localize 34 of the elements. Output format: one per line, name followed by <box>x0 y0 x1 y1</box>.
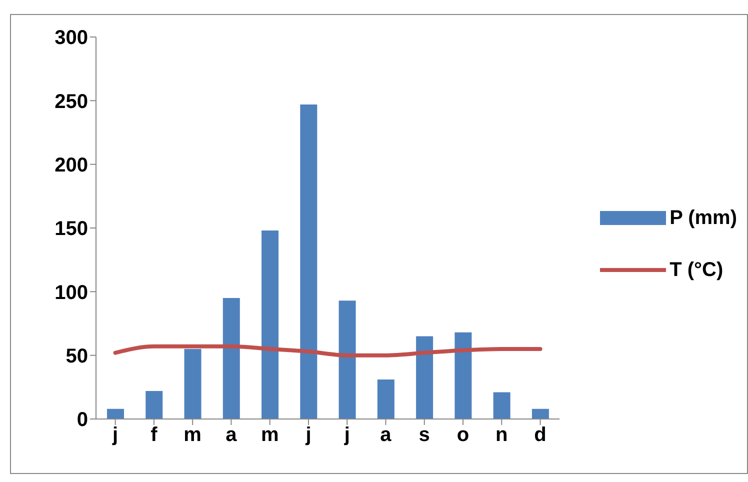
y-tick-label: 100 <box>54 282 88 304</box>
x-tick-label: j <box>304 424 312 446</box>
x-tick-label: j <box>112 424 118 446</box>
bar <box>184 348 202 419</box>
bar <box>454 332 472 419</box>
bar <box>222 298 240 419</box>
x-tick-label: d <box>534 424 546 446</box>
x-tick-label: n <box>496 424 508 446</box>
x-tick-label: o <box>456 424 470 446</box>
bar <box>146 390 163 419</box>
bar <box>377 380 394 419</box>
y-tick-label: 50 <box>66 345 88 368</box>
y-tick-label: 250 <box>54 90 88 113</box>
bar <box>338 300 356 419</box>
bar <box>300 104 318 419</box>
y-tick-label: 200 <box>54 154 88 176</box>
bar <box>416 336 434 419</box>
y-tick-label: 0 <box>76 409 88 432</box>
x-tick-label: s <box>418 424 430 446</box>
x-tick-label: j <box>343 424 350 446</box>
bar <box>107 408 124 419</box>
bar <box>532 408 549 419</box>
y-tick-label: 150 <box>54 218 88 240</box>
x-tick-label: m <box>260 424 279 446</box>
x-tick-label: f <box>150 424 158 446</box>
x-tick-label: m <box>184 424 202 446</box>
x-tick-label: a <box>226 424 238 446</box>
bar <box>262 230 279 419</box>
line-series <box>113 344 542 358</box>
bar <box>493 392 510 419</box>
legend-label: P (mm) <box>670 206 737 230</box>
y-tick-label: 300 <box>54 27 88 50</box>
x-tick-label: a <box>380 424 392 446</box>
legend-label: T (°C) <box>670 258 724 282</box>
